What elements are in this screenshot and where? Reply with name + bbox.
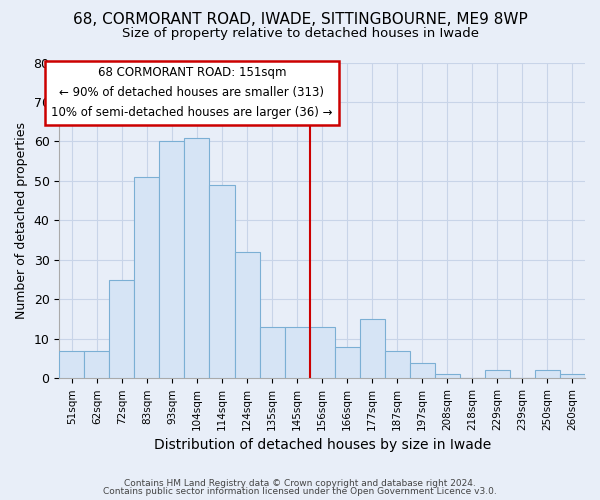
Bar [109,280,134,378]
Text: 68, CORMORANT ROAD, IWADE, SITTINGBOURNE, ME9 8WP: 68, CORMORANT ROAD, IWADE, SITTINGBOURNE… [73,12,527,28]
Bar [560,374,585,378]
Text: 68 CORMORANT ROAD: 151sqm
← 90% of detached houses are smaller (313)
10% of semi: 68 CORMORANT ROAD: 151sqm ← 90% of detac… [51,66,333,120]
Bar [535,370,560,378]
Bar [385,350,410,378]
Bar [284,327,310,378]
Bar [359,319,385,378]
Text: Size of property relative to detached houses in Iwade: Size of property relative to detached ho… [121,28,479,40]
X-axis label: Distribution of detached houses by size in Iwade: Distribution of detached houses by size … [154,438,491,452]
Bar [410,362,435,378]
Bar [134,177,160,378]
Y-axis label: Number of detached properties: Number of detached properties [15,122,28,319]
Bar [160,142,184,378]
Bar [260,327,284,378]
Text: Contains public sector information licensed under the Open Government Licence v3: Contains public sector information licen… [103,487,497,496]
Bar [209,185,235,378]
Bar [435,374,460,378]
Bar [184,138,209,378]
Bar [310,327,335,378]
Bar [59,350,85,378]
Bar [485,370,510,378]
Text: Contains HM Land Registry data © Crown copyright and database right 2024.: Contains HM Land Registry data © Crown c… [124,478,476,488]
Bar [335,346,359,378]
Bar [235,252,260,378]
Bar [85,350,109,378]
